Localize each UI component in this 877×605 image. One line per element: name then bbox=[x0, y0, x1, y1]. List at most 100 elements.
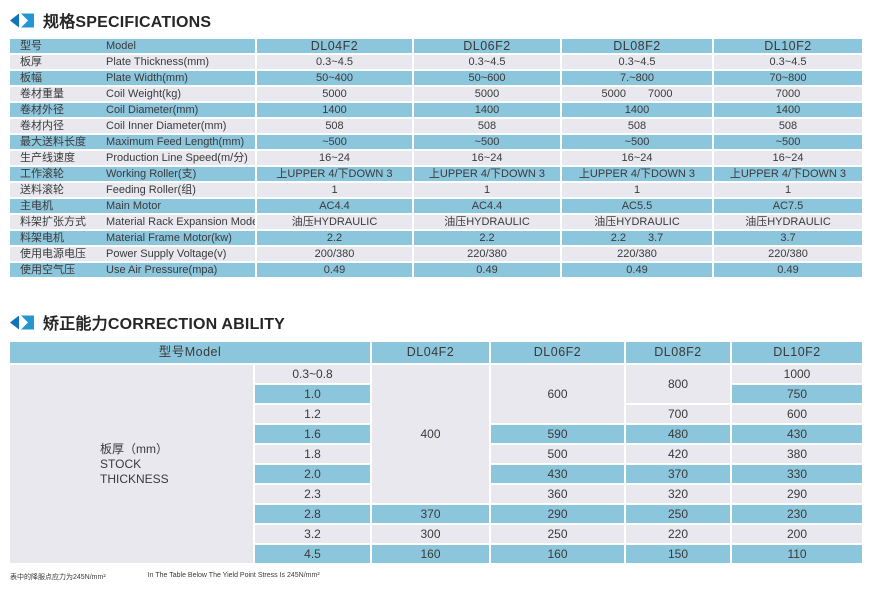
spec-value-cell: 50~400 bbox=[257, 71, 412, 85]
spec-row: 主电机 Main Motor AC4.4 AC4.4 AC5.5 AC7.5 bbox=[10, 199, 862, 213]
spec-value-cell: 上UPPER 4/下DOWN 3 bbox=[257, 167, 412, 181]
correction-value-cell: 430 bbox=[732, 425, 863, 443]
model-header-cell: DL08F2 bbox=[626, 342, 731, 363]
spec-label-zh: 卷材内径 bbox=[20, 120, 64, 132]
spec-row-label: 使用空气压 Use Air Pressure(mpa) bbox=[10, 263, 255, 277]
spec-value-cell: 508 bbox=[714, 119, 862, 133]
correction-value-cell: 750 bbox=[732, 385, 863, 403]
correction-value-cell: 250 bbox=[491, 525, 625, 543]
spec-row: 板厚 Plate Thickness(mm) 0.3~4.5 0.3~4.5 0.3~4… bbox=[10, 55, 862, 69]
spec-label-en: Plate Width(mm) bbox=[106, 72, 188, 84]
correction-value-cell: 590 bbox=[491, 425, 625, 443]
spec-label-zh: 板幅 bbox=[20, 72, 42, 84]
thickness-cell: 4.5 bbox=[255, 545, 371, 563]
correction-row: 4.5 160 160 150 110 bbox=[10, 545, 863, 563]
correction-value-cell: 430 bbox=[491, 465, 625, 483]
spec-value-cell: ~500 bbox=[562, 135, 712, 149]
spec-value-cell: 1 bbox=[562, 183, 712, 197]
correction-value-cell: 380 bbox=[732, 445, 863, 463]
thickness-cell: 1.2 bbox=[255, 405, 371, 423]
spec-value-cell: 0.49 bbox=[414, 263, 560, 277]
correction-value-cell: 250 bbox=[626, 505, 731, 523]
spec-value-cell: 16~24 bbox=[562, 151, 712, 165]
stock-thickness-label-line: THICKNESS bbox=[100, 471, 169, 486]
spec-row-label: 主电机 Main Motor bbox=[10, 199, 255, 213]
model-header-cell: DL08F2 bbox=[562, 39, 712, 53]
spec-value-cell: 16~24 bbox=[257, 151, 412, 165]
spec-value-cell: 0.49 bbox=[257, 263, 412, 277]
spec-value-cell: 16~24 bbox=[714, 151, 862, 165]
spec-row: 卷材内径 Coil Inner Diameter(mm) 508 508 508 508 bbox=[10, 119, 862, 133]
spec-value-cell: 5000 bbox=[414, 87, 560, 101]
spec-label-zh: 工作滚轮 bbox=[20, 168, 64, 180]
spec-value-cell: 1 bbox=[414, 183, 560, 197]
spec-row-label: 生产线速度 Production Line Speed(m/分) bbox=[10, 151, 255, 165]
spec-row: 使用电源电压 Power Supply Voltage(v) 200/380 220/… bbox=[10, 247, 862, 261]
spec-label-zh: 料架扩张方式 bbox=[20, 216, 86, 228]
correction-value-cell: 400 bbox=[372, 365, 490, 503]
spec-value-cell: 0.3~4.5 bbox=[714, 55, 862, 69]
correction-row: 2.0 430 370 330 bbox=[10, 465, 863, 483]
spec-row: 料架扩张方式 Material Rack Expansion Mode 油压HYDR… bbox=[10, 215, 862, 229]
spec-label-en: Working Roller(支) bbox=[106, 168, 197, 180]
spec-label-en: Coil Diameter(mm) bbox=[106, 104, 199, 116]
spec-row: 生产线速度 Production Line Speed(m/分) 16~24 16~2… bbox=[10, 151, 862, 165]
spec-row: 送料滚轮 Feeding Roller(组) 1 1 1 1 bbox=[10, 183, 862, 197]
correction-value-cell: 370 bbox=[626, 465, 731, 483]
spec-value-cell: 50~600 bbox=[414, 71, 560, 85]
spec-value-cell: 上UPPER 4/下DOWN 3 bbox=[562, 167, 712, 181]
spec-row-label: 型号 Model bbox=[10, 39, 255, 53]
spec-label-zh: 生产线速度 bbox=[20, 152, 75, 164]
model-header-cell: DL06F2 bbox=[491, 342, 625, 363]
correction-row: 2.3 360 320 290 bbox=[10, 485, 863, 503]
spec-label-zh: 板厚 bbox=[20, 56, 42, 68]
footnote: 表中的降服点应力为245N/mm² In The Table Below The… bbox=[10, 572, 869, 582]
spec-label-en: Material Rack Expansion Mode bbox=[106, 216, 255, 228]
correction-value-cell: 150 bbox=[626, 545, 731, 563]
spec-value-cell: 0.49 bbox=[562, 263, 712, 277]
correction-value-cell: 330 bbox=[732, 465, 863, 483]
correction-value-cell: 300 bbox=[372, 525, 490, 543]
model-header-cell: DL04F2 bbox=[257, 39, 412, 53]
spec-row: 板幅 Plate Width(mm) 50~400 50~600 7.~800 70~80… bbox=[10, 71, 862, 85]
spec-value-cell: 2.2 bbox=[414, 231, 560, 245]
spec-row-label: 最大送料长度 Maximum Feed Length(mm) bbox=[10, 135, 255, 149]
spec-value-cell: 508 bbox=[562, 119, 712, 133]
spec-row: 工作滚轮 Working Roller(支) 上UPPER 4/下DOWN 3 上UP… bbox=[10, 167, 862, 181]
spec-label-zh: 卷材外径 bbox=[20, 104, 64, 116]
title-zh: 矫正能力 bbox=[43, 316, 108, 333]
spec-value-cell: 220/380 bbox=[562, 247, 712, 261]
spec-row-label: 料架电机 Material Frame Motor(kw) bbox=[10, 231, 255, 245]
spec-label-zh: 送料滚轮 bbox=[20, 184, 64, 196]
correction-row: 3.2 300 250 220 200 bbox=[10, 525, 863, 543]
spec-row-label: 料架扩张方式 Material Rack Expansion Mode bbox=[10, 215, 255, 229]
spec-label-zh: 最大送料长度 bbox=[20, 136, 86, 148]
spec-label-en: Production Line Speed(m/分) bbox=[106, 152, 248, 164]
correction-value-cell: 230 bbox=[732, 505, 863, 523]
spec-value-cell: 上UPPER 4/下DOWN 3 bbox=[714, 167, 862, 181]
spec-row: 料架电机 Material Frame Motor(kw) 2.2 2.2 2.2 3.… bbox=[10, 231, 862, 245]
correction-row: 1.8 500 420 380 bbox=[10, 445, 863, 463]
model-header-cell: DL10F2 bbox=[732, 342, 863, 363]
correction-value-cell: 200 bbox=[732, 525, 863, 543]
section-marker-icon bbox=[10, 13, 34, 28]
title-en: CORRECTION ABILITY bbox=[107, 316, 286, 333]
correction-row: 2.8 370 290 250 230 bbox=[10, 505, 863, 523]
spec-row: 使用空气压 Use Air Pressure(mpa) 0.49 0.49 0.49 0.… bbox=[10, 263, 862, 277]
thickness-cell: 2.8 bbox=[255, 505, 371, 523]
thickness-cell: 0.3~0.8 bbox=[255, 365, 371, 383]
spec-value-cell: 0.3~4.5 bbox=[414, 55, 560, 69]
spec-value-cell: 0.3~4.5 bbox=[562, 55, 712, 69]
spec-value-cell: 5000 7000 bbox=[562, 87, 712, 101]
correction-value-cell: 110 bbox=[732, 545, 863, 563]
spec-label-en: Material Frame Motor(kw) bbox=[106, 232, 232, 244]
spec-label-zh: 料架电机 bbox=[20, 232, 64, 244]
spec-label-en: Plate Thickness(mm) bbox=[106, 56, 210, 68]
spec-value-cell: 7.~800 bbox=[562, 71, 712, 85]
spec-row-label: 使用电源电压 Power Supply Voltage(v) bbox=[10, 247, 255, 261]
spec-row: 型号 Model DL04F2 DL06F2 DL08F2 DL10F2 bbox=[10, 39, 862, 53]
spec-label-en: Coil Inner Diameter(mm) bbox=[106, 120, 227, 132]
spec-label-en: Coil Weight(kg) bbox=[106, 88, 181, 100]
spec-label-en: Power Supply Voltage(v) bbox=[106, 248, 227, 260]
thickness-cell: 2.3 bbox=[255, 485, 371, 503]
